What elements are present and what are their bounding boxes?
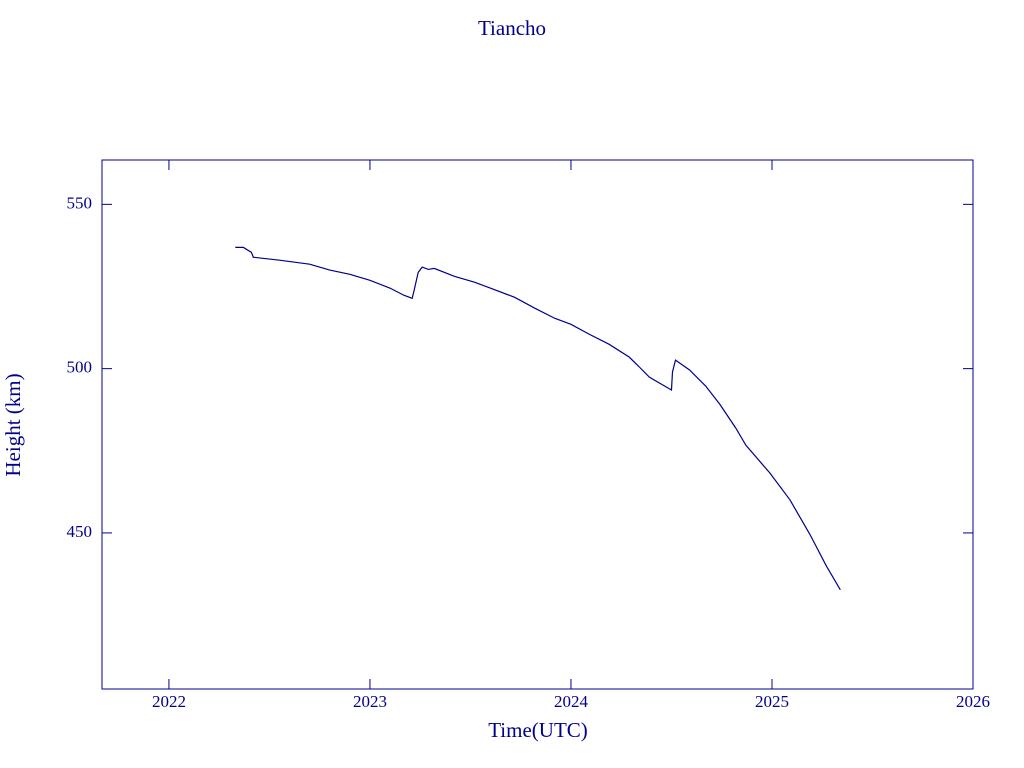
y-tick-label: 450 [67, 522, 93, 541]
x-tick-label: 2025 [755, 692, 789, 711]
chart-title: Tiancho [478, 16, 546, 40]
y-tick-label: 500 [67, 358, 93, 377]
y-axis-label: Height (km) [1, 373, 25, 476]
y-tick-label: 550 [67, 193, 93, 212]
x-tick-label: 2023 [353, 692, 387, 711]
x-tick-label: 2024 [554, 692, 589, 711]
x-tick-label: 2026 [956, 692, 990, 711]
x-tick-label: 2022 [152, 692, 186, 711]
plot-frame [101, 159, 974, 690]
x-axis-label: Time(UTC) [488, 718, 588, 742]
data-line [235, 246, 841, 591]
